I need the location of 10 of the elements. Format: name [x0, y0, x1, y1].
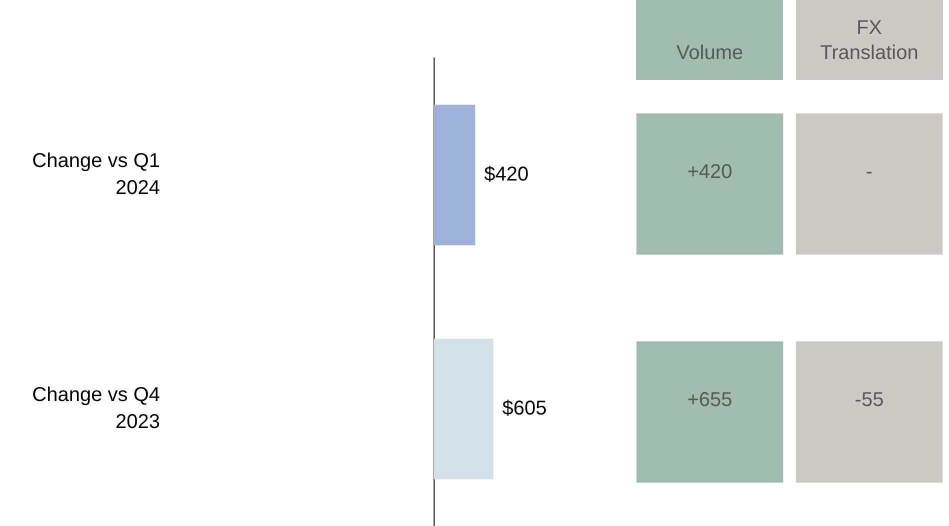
category-label: Volume: [676, 42, 744, 64]
data-label: $420: [484, 164, 529, 186]
text: -: [866, 161, 873, 184]
data-label: $605: [502, 398, 547, 420]
text: -55: [854, 389, 884, 412]
y-tick-label: Change vs Q4 2023: [32, 384, 160, 434]
category-label: FX Translation: [820, 17, 918, 64]
y-tick-label: Change vs Q1 2024: [32, 150, 160, 200]
text: +655: [687, 389, 732, 412]
text: +420: [687, 161, 732, 184]
